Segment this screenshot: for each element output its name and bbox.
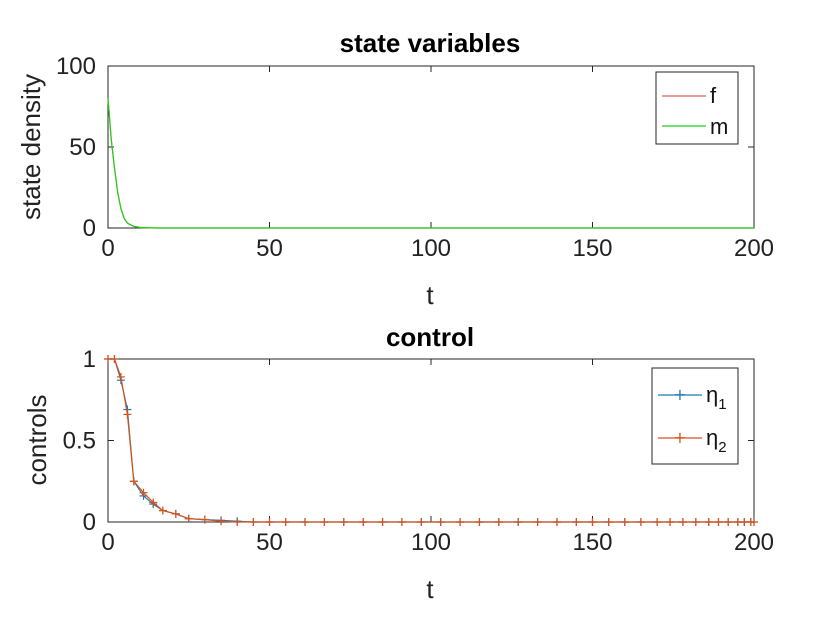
data-point [149, 498, 158, 507]
x-tick-label: 50 [256, 529, 283, 556]
data-point [533, 518, 542, 526]
data-point [666, 518, 675, 526]
plus-marker-icon: + [673, 428, 686, 447]
y-tick-label: 100 [56, 53, 96, 80]
data-point [110, 355, 119, 363]
data-point [724, 518, 733, 526]
data-point [265, 518, 274, 526]
x-tick-label: 100 [411, 529, 451, 556]
plus-marker-icon: + [673, 385, 686, 404]
y-axis-label: state density [16, 74, 46, 220]
data-point [588, 518, 597, 526]
chart-title: control [386, 322, 474, 352]
y-tick-label: 0 [83, 215, 96, 242]
data-point [171, 509, 180, 518]
data-point [200, 515, 209, 524]
data-point [436, 518, 445, 526]
data-point [750, 518, 758, 526]
data-point [397, 518, 406, 526]
x-axis: 0 50 100 150 200 0 0.5 1 [63, 346, 774, 556]
legend-box [651, 367, 739, 465]
y-tick-label: 50 [69, 134, 96, 161]
x-axis: 0 50 100 150 200 0 50 100 [56, 53, 774, 262]
y-tick-label: 1 [83, 346, 96, 373]
y-tick-label: 0 [83, 509, 96, 536]
data-point [184, 514, 193, 523]
data-point [378, 518, 387, 526]
data-point [217, 517, 226, 526]
data-point [572, 518, 581, 526]
x-tick-label: 200 [734, 529, 774, 556]
data-point [301, 518, 310, 526]
data-point [417, 518, 426, 526]
data-point [320, 518, 329, 526]
data-point [339, 518, 348, 526]
x-tick-label: 0 [101, 235, 114, 262]
legend-label-eta1: η1 [706, 382, 727, 413]
series-group [107, 98, 754, 229]
data-point [678, 518, 687, 526]
data-point [249, 518, 258, 526]
data-point [281, 518, 290, 526]
data-point [129, 477, 138, 486]
data-point [123, 410, 132, 419]
data-point [552, 518, 561, 526]
data-point [233, 518, 242, 526]
chart-title: state variables [340, 28, 521, 58]
legend: + η1 + η2 [651, 367, 739, 465]
data-point [714, 518, 723, 526]
series-group [104, 355, 758, 526]
x-tick-label: 100 [411, 235, 451, 262]
plot-area [107, 65, 755, 229]
x-axis-label: t [426, 280, 434, 310]
x-axis-label: t [426, 574, 434, 604]
plot-area [107, 358, 755, 523]
data-point [604, 518, 613, 526]
x-tick-label: 150 [572, 235, 612, 262]
data-point [704, 518, 713, 526]
legend-label-f: f [710, 83, 717, 108]
y-tick-label: 0.5 [63, 428, 96, 455]
x-tick-label: 200 [734, 235, 774, 262]
x-tick-label: 50 [256, 235, 283, 262]
data-point [139, 488, 148, 497]
chart-control: control 0 50 100 150 200 0 0.5 1 t controls + η… [22, 322, 774, 604]
legend-box [655, 71, 739, 145]
x-tick-label: 150 [572, 529, 612, 556]
data-point [691, 518, 700, 526]
legend-label-m: m [710, 114, 728, 139]
data-point [620, 518, 629, 526]
data-point [456, 518, 465, 526]
data-point [475, 518, 484, 526]
series-line-2 [107, 98, 754, 229]
y-axis-label: controls [22, 394, 52, 485]
data-point [158, 506, 167, 515]
chart-state-variables: state variables 0 50 100 150 200 0 50 100 t sta… [16, 28, 774, 310]
data-point [653, 518, 662, 526]
data-point [636, 518, 645, 526]
series-line-2 [108, 358, 754, 523]
data-point [514, 518, 523, 526]
data-point [116, 372, 125, 381]
x-tick-label: 0 [101, 529, 114, 556]
legend: f m [655, 71, 739, 145]
data-point [359, 518, 368, 526]
data-point [494, 518, 503, 526]
legend-label-eta2: η2 [706, 425, 727, 456]
